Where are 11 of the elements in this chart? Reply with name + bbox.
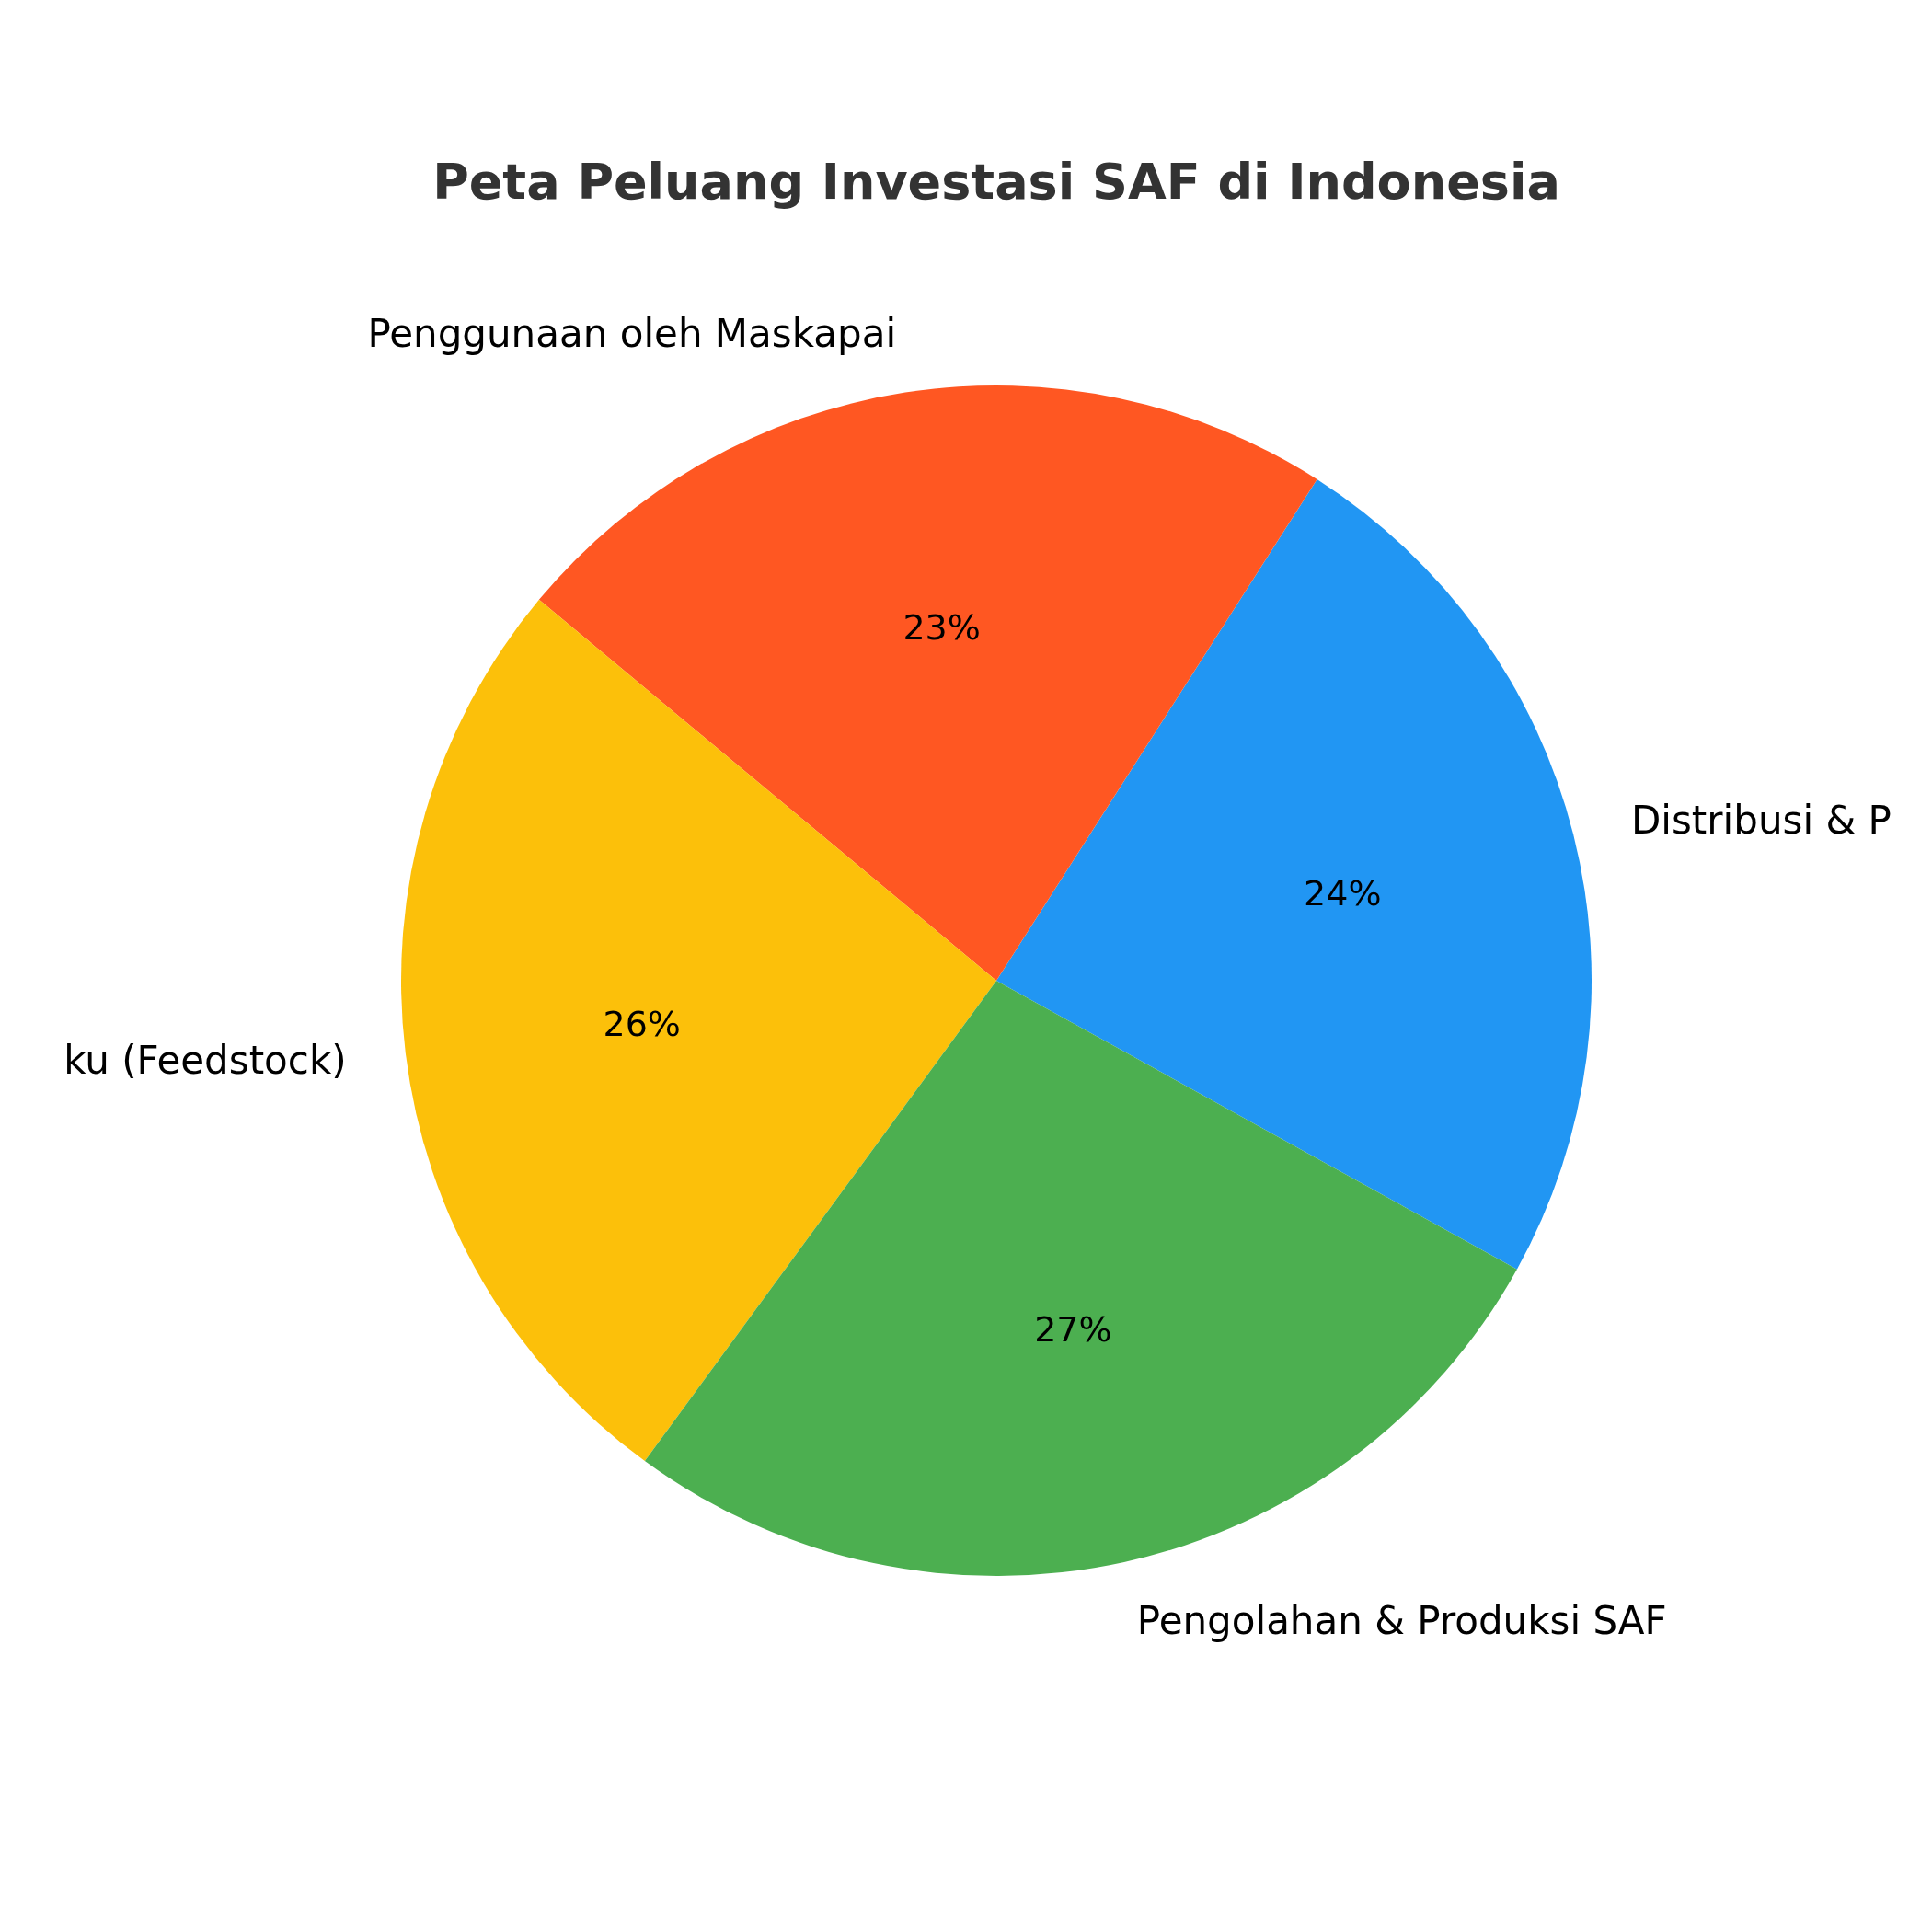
data-label: 27% [1034, 1309, 1112, 1351]
pie-slice [402, 599, 996, 1462]
data-label: 26% [603, 1004, 681, 1045]
pie-slice [996, 478, 1592, 1270]
slice-label: Distribusi & P [1630, 797, 1892, 843]
slice-label: Pengolahan & Produksi SAF [1136, 1597, 1667, 1643]
data-label: 24% [1304, 872, 1382, 914]
slice-label: Penggunaan oleh Maskapai [367, 311, 897, 357]
slice-label: ku (Feedstock) [63, 1038, 347, 1084]
chart-title: Peta Peluang Investasi SAF di Indonesia [432, 153, 1560, 211]
data-label: 23% [903, 607, 981, 649]
